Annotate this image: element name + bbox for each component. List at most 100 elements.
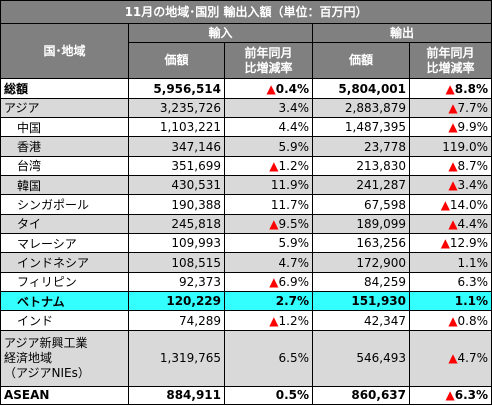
- header-sub-row: 価額 前年同月 比増減率 価額 前年同月 比増減率: [1, 41, 492, 80]
- import-yoy: 5.9%: [224, 136, 313, 157]
- export-yoy: ▲9.9%: [408, 117, 492, 138]
- import-value: 1,319,765: [128, 329, 225, 387]
- export-yoy: ▲3.4%: [408, 175, 492, 196]
- import-value-header: 価額: [128, 41, 225, 80]
- import-yoy: ▲1.2%: [224, 310, 313, 331]
- export-yoy: ▲4.7%: [408, 329, 492, 387]
- import-yoy: 4.7%: [224, 252, 313, 273]
- export-yoy: ▲0.8%: [408, 310, 492, 331]
- region-header: 国･地域: [0, 22, 129, 80]
- region-name: アジア: [0, 97, 129, 119]
- export-yoy: ▲6.3%: [408, 385, 492, 406]
- import-value: 108,515: [128, 252, 225, 273]
- export-yoy: ▲8.8%: [408, 78, 492, 99]
- table-row: 香港 347,146 5.9% 23,778 119.0%: [0, 136, 492, 157]
- region-name: シンガポール: [0, 194, 129, 215]
- import-value: 430,531: [128, 175, 225, 196]
- import-value: 347,146: [128, 136, 225, 157]
- export-value: 241,287: [312, 175, 410, 196]
- export-value: 84,259: [312, 271, 410, 293]
- table-row: アジア 3,235,726 3.4% 2,883,879 ▲7.7%: [0, 97, 492, 119]
- import-value: 884,911: [128, 385, 225, 406]
- import-yoy: ▲0.4%: [224, 78, 313, 99]
- import-value: 109,993: [128, 233, 225, 254]
- export-value: 42,347: [312, 310, 410, 331]
- export-yoy: 119.0%: [408, 136, 492, 157]
- table-row: タイ 245,818 ▲9.5% 189,099 ▲4.4%: [0, 213, 492, 235]
- export-value: 5,804,001: [312, 78, 410, 99]
- import-value: 92,373: [128, 271, 225, 293]
- export-value: 172,900: [312, 252, 410, 273]
- export-value: 213,830: [312, 155, 410, 177]
- import-yoy: ▲9.5%: [224, 213, 313, 235]
- table-row-nies: アジア新興工業 経済地域 （アジアNIEs） 1,319,765 6.5% 546,493…: [0, 329, 492, 387]
- table-title: 11月の地域･国別 輸出入額（単位：百万円）: [0, 0, 492, 24]
- export-value-header: 価額: [312, 41, 410, 80]
- export-yoy-header: 前年同月 比増減率: [408, 41, 492, 80]
- import-yoy: 6.5%: [224, 329, 313, 387]
- export-yoy: ▲8.7%: [408, 155, 492, 177]
- import-value: 74,289: [128, 310, 225, 331]
- export-header: 輸出: [311, 22, 492, 43]
- export-yoy: 1.1%: [408, 291, 492, 312]
- import-yoy: ▲6.9%: [224, 271, 313, 293]
- table-row: 総額 5,956,514 ▲0.4% 5,804,001 ▲8.8%: [0, 78, 492, 99]
- table-row: インドネシア 108,515 4.7% 172,900 1.1%: [0, 252, 492, 273]
- region-name: インドネシア: [0, 252, 129, 273]
- region-name: ASEAN: [0, 385, 129, 406]
- import-value: 245,818: [128, 213, 225, 235]
- import-yoy: 4.4%: [224, 117, 313, 138]
- table-row: 中国 1,103,221 4.4% 1,487,395 ▲9.9%: [0, 117, 492, 138]
- export-value: 1,487,395: [312, 117, 410, 138]
- import-yoy: 11.9%: [224, 175, 313, 196]
- export-value: 151,930: [312, 291, 410, 312]
- export-value: 189,099: [312, 213, 410, 235]
- region-name: 台湾: [0, 155, 129, 177]
- export-value: 23,778: [312, 136, 410, 157]
- import-value: 5,956,514: [128, 78, 225, 99]
- import-yoy: 5.9%: [224, 233, 313, 254]
- region-name: インド: [0, 310, 129, 331]
- table-row: インド 74,289 ▲1.2% 42,347 ▲0.8%: [0, 310, 492, 331]
- export-value: 860,637: [312, 385, 410, 406]
- import-yoy-header: 前年同月 比増減率: [224, 41, 313, 80]
- export-yoy: ▲14.0%: [408, 194, 492, 215]
- export-yoy: ▲7.7%: [408, 97, 492, 119]
- title-row: 11月の地域･国別 輸出入額（単位：百万円）: [0, 0, 492, 24]
- export-yoy: 6.3%: [408, 271, 492, 293]
- import-yoy: ▲1.2%: [224, 155, 313, 177]
- region-name: アジア新興工業 経済地域 （アジアNIEs）: [0, 329, 129, 387]
- import-value: 190,388: [128, 194, 225, 215]
- table-row: シンガポール 190,388 11.7% 67,598 ▲14.0%: [0, 194, 492, 215]
- table-row: フィリピン 92,373 ▲6.9% 84,259 6.3%: [0, 271, 492, 293]
- region-name: 香港: [0, 136, 129, 157]
- import-yoy: 2.7%: [224, 291, 313, 312]
- table-row: マレーシア 109,993 5.9% 163,256 ▲12.9%: [0, 233, 492, 254]
- export-yoy: ▲4.4%: [408, 213, 492, 235]
- region-name: タイ: [0, 213, 129, 235]
- import-yoy: 3.4%: [224, 97, 313, 119]
- region-name: 中国: [0, 117, 129, 138]
- import-value: 3,235,726: [128, 97, 225, 119]
- import-value: 351,699: [128, 155, 225, 177]
- table-row-asean: ASEAN 884,911 0.5% 860,637 ▲6.3%: [0, 385, 492, 406]
- import-value: 120,229: [128, 291, 225, 312]
- table-row: 韓国 430,531 11.9% 241,287 ▲3.4%: [0, 175, 492, 196]
- table-row: ベトナム 120,229 2.7% 151,930 1.1%: [0, 291, 492, 312]
- import-header: 輸入: [128, 22, 313, 43]
- export-yoy: ▲12.9%: [408, 233, 492, 254]
- region-name: マレーシア: [0, 233, 129, 254]
- export-value: 546,493: [312, 329, 410, 387]
- export-yoy: 1.1%: [408, 252, 492, 273]
- export-value: 67,598: [312, 194, 410, 215]
- region-name: 韓国: [0, 175, 129, 196]
- table-row: 台湾 351,699 ▲1.2% 213,830 ▲8.7%: [0, 155, 492, 177]
- region-name: ベトナム: [0, 291, 129, 312]
- import-yoy: 0.5%: [224, 385, 313, 406]
- import-value: 1,103,221: [128, 117, 225, 138]
- region-name: 総額: [0, 78, 129, 99]
- export-value: 2,883,879: [312, 97, 410, 119]
- region-name: フィリピン: [0, 271, 129, 293]
- header-section-row: 国･地域 輸入 輸出: [0, 22, 492, 80]
